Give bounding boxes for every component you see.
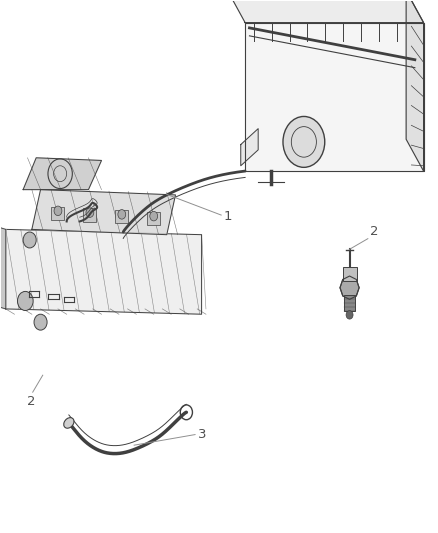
Bar bbox=[83, 208, 96, 222]
Polygon shape bbox=[6, 229, 201, 314]
Circle shape bbox=[346, 311, 353, 319]
Circle shape bbox=[118, 209, 126, 219]
Bar bbox=[115, 210, 128, 223]
Circle shape bbox=[86, 208, 94, 217]
Polygon shape bbox=[340, 276, 359, 300]
Polygon shape bbox=[0, 227, 6, 309]
Bar bbox=[343, 267, 357, 281]
Polygon shape bbox=[241, 128, 258, 166]
Circle shape bbox=[150, 212, 158, 221]
Text: 3: 3 bbox=[198, 427, 207, 441]
Circle shape bbox=[54, 206, 62, 216]
Circle shape bbox=[23, 232, 36, 248]
Circle shape bbox=[283, 116, 325, 167]
Text: 2: 2 bbox=[27, 395, 35, 408]
Text: 2: 2 bbox=[370, 224, 378, 238]
Circle shape bbox=[34, 314, 47, 330]
Polygon shape bbox=[32, 190, 176, 235]
Ellipse shape bbox=[64, 418, 74, 428]
Text: 1: 1 bbox=[223, 210, 232, 223]
Polygon shape bbox=[228, 0, 424, 22]
Bar bbox=[147, 212, 160, 225]
Polygon shape bbox=[23, 158, 102, 190]
Bar bbox=[51, 207, 64, 220]
Polygon shape bbox=[406, 0, 424, 171]
Bar bbox=[344, 295, 355, 311]
Circle shape bbox=[18, 292, 33, 311]
Polygon shape bbox=[245, 22, 424, 171]
